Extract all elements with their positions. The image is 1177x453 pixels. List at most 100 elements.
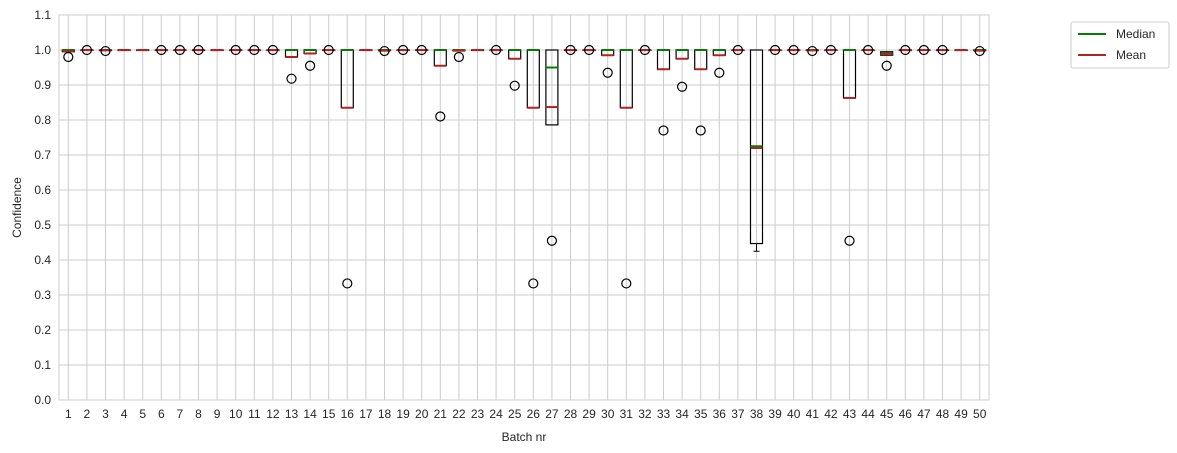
x-tick-label: 46	[899, 407, 913, 421]
x-tick-label: 30	[601, 407, 615, 421]
x-tick-label: 40	[787, 407, 801, 421]
legend-mean-label: Mean	[1116, 48, 1146, 62]
flier-point	[81, 44, 93, 56]
box-batch-44	[861, 44, 875, 56]
box-batch-45	[880, 51, 894, 71]
box-batch-22	[452, 49, 466, 63]
box-batch-48	[935, 44, 950, 56]
box-batch-46	[898, 44, 912, 56]
box-batch-19	[396, 44, 410, 56]
x-tick-label: 21	[434, 407, 448, 421]
box-batch-26	[526, 49, 540, 289]
x-tick-label: 50	[973, 407, 987, 421]
x-tick-label: 37	[731, 407, 745, 421]
x-tick-label: 41	[806, 407, 820, 421]
x-tick-label: 34	[675, 407, 689, 421]
x-tick-label: 17	[359, 407, 373, 421]
flier-point	[342, 278, 353, 289]
box-iqr	[545, 49, 559, 126]
box-batch-23	[470, 49, 485, 52]
x-tick-label: 4	[121, 407, 128, 421]
y-tick-label: 0.1	[34, 358, 51, 372]
y-tick-label: 0.0	[34, 393, 51, 407]
y-tick-label: 0.8	[34, 113, 51, 127]
x-tick-label: 16	[341, 407, 355, 421]
x-tick-label: 44	[861, 407, 875, 421]
box-batch-2	[80, 44, 94, 56]
box-batch-40	[787, 44, 801, 56]
y-axis-ticks: 0.0 0.1 0.2 0.3 0.4 0.5 0.6 0.7 0.8 0.9 1.0 1.1	[34, 8, 51, 407]
flier-point	[918, 44, 930, 56]
flier-point	[676, 81, 688, 92]
x-tick-label: 7	[177, 407, 184, 421]
x-tick-label: 1	[65, 407, 72, 421]
y-tick-label: 1.1	[34, 8, 51, 22]
y-axis-label: Confidence	[10, 177, 24, 238]
x-tick-label: 3	[102, 407, 109, 421]
box-batch-15	[322, 44, 336, 56]
flier-point	[546, 235, 558, 246]
flier-point	[286, 73, 297, 84]
y-tick-label: 0.6	[34, 183, 51, 197]
x-tick-label: 35	[694, 407, 708, 421]
flier-point	[658, 125, 669, 136]
flier-point	[583, 44, 595, 56]
box-batch-1	[61, 49, 75, 63]
x-tick-label: 38	[750, 407, 764, 421]
box-batch-41	[805, 45, 819, 57]
legend-median-label: Median	[1116, 27, 1155, 41]
flier-point	[230, 44, 241, 56]
box-batch-50	[973, 45, 987, 57]
y-tick-label: 1.0	[34, 43, 51, 57]
flier-point	[398, 44, 409, 56]
x-tick-label: 27	[545, 407, 559, 421]
y-tick-label: 0.5	[34, 218, 51, 232]
box-batch-12	[266, 44, 280, 56]
flier-point	[825, 44, 837, 56]
flier-point	[416, 44, 427, 56]
box-batch-35	[694, 49, 708, 136]
flier-point	[323, 44, 334, 56]
x-tick-label: 19	[396, 407, 410, 421]
x-tick-label: 2	[84, 407, 91, 421]
flier-point	[491, 44, 502, 56]
y-tick-label: 0.9	[34, 78, 51, 92]
x-tick-label: 49	[954, 407, 968, 421]
flier-point	[769, 44, 781, 56]
flier-point	[379, 45, 390, 57]
x-tick-label: 28	[564, 407, 578, 421]
box-batch-43	[842, 49, 857, 246]
box-batch-13	[284, 49, 299, 84]
x-tick-label: 29	[582, 407, 596, 421]
x-tick-label: 39	[768, 407, 782, 421]
box-batch-33	[656, 49, 671, 136]
flier-point	[639, 44, 651, 56]
y-tick-label: 0.7	[34, 148, 51, 162]
x-tick-label: 42	[824, 407, 838, 421]
x-tick-label: 5	[139, 407, 146, 421]
box-batch-10	[229, 44, 243, 56]
flier-point	[174, 44, 185, 56]
x-tick-label: 6	[158, 407, 165, 421]
y-tick-label: 0.2	[34, 323, 51, 337]
flier-point	[807, 45, 818, 57]
x-tick-label: 43	[843, 407, 857, 421]
y-tick-label: 0.3	[34, 288, 51, 302]
x-tick-label: 23	[471, 407, 485, 421]
x-tick-label: 48	[936, 407, 950, 421]
x-tick-label: 22	[452, 407, 466, 421]
box-batch-28	[563, 44, 578, 56]
box-batch-37	[731, 44, 745, 56]
box-batch-8	[191, 44, 206, 56]
box-batch-3	[98, 45, 113, 57]
box-batch-14	[303, 49, 317, 71]
box-batch-25	[508, 49, 522, 91]
box-batch-47	[917, 44, 931, 56]
flier-point	[305, 60, 316, 71]
box-batch-42	[824, 44, 838, 56]
box-batch-11	[247, 44, 261, 56]
flier-point	[63, 51, 74, 63]
x-axis-ticks: 1 2 3 4 5 6 7 8 9 10 11 12 13 14 15 16 17 18 19 20 21 22 23 24 2…	[65, 407, 987, 421]
box-batch-27	[545, 49, 559, 246]
x-tick-label: 33	[657, 407, 671, 421]
